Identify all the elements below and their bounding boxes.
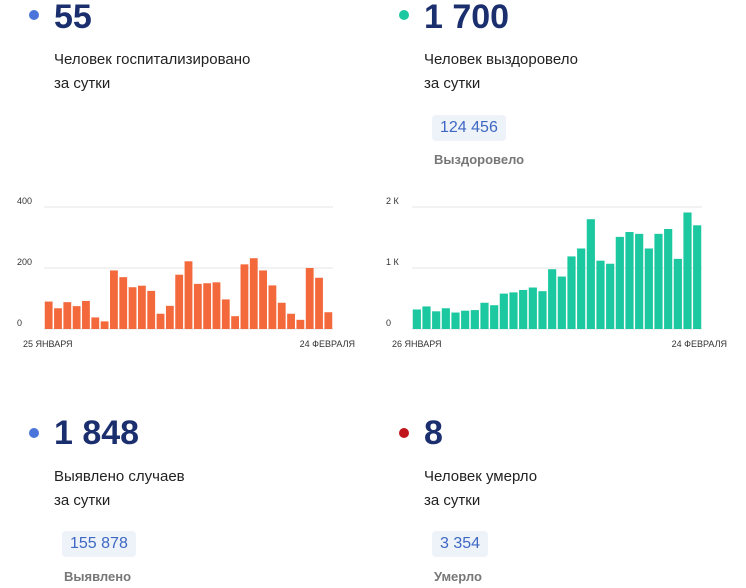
hospitalized-chart-bar — [156, 313, 165, 329]
recovered-total-badge: 124 456 — [432, 115, 506, 141]
deaths-value: 8 — [424, 414, 443, 452]
hospitalized-chart-bar — [259, 270, 267, 329]
recovered-description: Человек выздоровело за сутки — [424, 48, 578, 96]
hospitalized-chart-bar — [184, 261, 193, 329]
recovered-chart: 0 1 К 2 К 26 ЯНВАРЯ 24 ФЕВРАЛЯ — [386, 196, 727, 349]
hospitalized-chart-x-end-label: 24 ФЕВРАЛЯ — [300, 339, 355, 349]
cases-desc-line2: за сутки — [54, 492, 111, 509]
hospitalized-chart-bar — [287, 313, 295, 329]
recovered-chart-bar — [683, 212, 692, 329]
recovered-chart-bar — [567, 256, 576, 329]
cases-total-label: Выявлено — [64, 569, 132, 584]
hospitalized-chart-bar — [119, 277, 128, 329]
recovered-chart-x-start-label: 26 ЯНВАРЯ — [392, 339, 442, 349]
hospitalized-chart-bar — [82, 300, 90, 329]
recovered-chart-bar — [441, 308, 450, 329]
hospitalized-value: 55 — [54, 0, 92, 36]
recovered-chart-bar — [470, 310, 479, 329]
hospitalized-chart-bar — [165, 305, 174, 329]
hospitalized-chart-bar — [128, 287, 137, 329]
recovered-chart-bar — [664, 228, 673, 329]
recovered-chart-bar — [412, 309, 421, 329]
recovered-chart-bar — [519, 289, 528, 329]
hospitalized-chart-bar — [63, 302, 72, 329]
recovered-chart-x-end-label: 24 ФЕВРАЛЯ — [672, 339, 727, 349]
recovered-chart-bar — [548, 269, 557, 329]
deaths-desc-line2: за сутки — [424, 492, 481, 509]
hospitalized-chart-bar — [212, 282, 221, 329]
hospitalized-chart-bar — [91, 317, 100, 329]
recovered-chart-bar — [422, 306, 431, 329]
hospitalized-chart-bar — [100, 321, 109, 329]
hospitalized-chart-x-start-label: 25 ЯНВАРЯ — [23, 339, 73, 349]
hospitalized-chart-bar — [137, 285, 146, 329]
recovered-chart-bar — [644, 248, 653, 329]
hospitalized-chart-bar — [54, 308, 62, 329]
recovered-chart-bar — [625, 232, 634, 329]
recovered-chart-bar — [615, 236, 624, 329]
recovered-chart-bar — [451, 312, 460, 329]
hospitalized-dot — [29, 10, 39, 20]
recovered-chart-bar — [586, 219, 595, 329]
hospitalized-description: Человек госпитализировано за сутки — [54, 48, 250, 96]
hospitalized-chart-bar — [221, 299, 230, 329]
recovered-chart-bar — [509, 292, 518, 329]
hospitalized-chart-bar — [277, 302, 286, 329]
recovered-chart-bar — [693, 225, 702, 329]
hospitalized-chart-y-tick-label: 0 — [17, 318, 22, 328]
hospitalized-chart-bar — [72, 306, 81, 329]
recovered-chart-bar — [480, 302, 489, 329]
cases-value: 1 848 — [54, 414, 140, 452]
recovered-chart-bar — [538, 291, 547, 329]
hospitalized-chart-bar — [193, 283, 202, 329]
hospitalized-chart-bar — [147, 290, 156, 329]
hospitalized-chart: 0 200 400 25 ЯНВАРЯ 24 ФЕВРАЛЯ — [17, 196, 355, 349]
recovered-chart-bar — [461, 310, 470, 329]
deaths-dot — [399, 428, 409, 438]
recovered-chart-bar — [490, 305, 499, 329]
recovered-chart-bar — [606, 263, 615, 329]
recovered-value: 1 700 — [424, 0, 510, 36]
recovered-desc-line1: Человек выздоровело — [424, 51, 578, 68]
recovered-chart-y-tick-label: 0 — [386, 318, 391, 328]
hospitalized-chart-bar — [305, 268, 314, 329]
hospitalized-chart-bar — [44, 301, 53, 329]
hospitalized-chart-bar — [324, 312, 333, 329]
hospitalized-chart-bar — [175, 274, 184, 329]
hospitalized-chart-bar — [110, 270, 118, 329]
hospitalized-chart-y-tick-label: 400 — [17, 196, 32, 206]
recovered-desc-line2: за сутки — [424, 75, 481, 92]
recovered-dot — [399, 10, 409, 20]
deaths-total-badge: 3 354 — [432, 531, 489, 557]
cases-desc-line1: Выявлено случаев — [54, 468, 185, 485]
recovered-chart-bar — [577, 248, 586, 329]
hospitalized-chart-bar — [240, 264, 249, 329]
recovered-chart-bar — [528, 287, 537, 329]
hospitalized-desc-line1: Человек госпитализировано — [54, 51, 251, 68]
recovered-chart-y-tick-label: 1 К — [386, 257, 400, 267]
cases-description: Выявлено случаев за сутки — [54, 465, 185, 513]
recovered-total-label: Выздоровело — [434, 152, 525, 167]
recovered-chart-y-tick-label: 2 К — [386, 196, 400, 206]
deaths-description: Человек умерло за сутки — [424, 465, 537, 513]
cases-dot — [29, 428, 39, 438]
recovered-chart-bar — [673, 258, 682, 329]
recovered-chart-bar — [557, 276, 566, 329]
recovered-chart-bar — [499, 293, 508, 329]
hospitalized-chart-bar — [203, 283, 212, 329]
hospitalized-chart-bar — [315, 277, 323, 329]
hospitalized-desc-line2: за сутки — [54, 75, 111, 92]
hospitalized-chart-bar — [249, 258, 258, 329]
recovered-chart-bar — [596, 260, 605, 329]
deaths-total-label: Умерло — [434, 569, 482, 584]
recovered-chart-bar — [635, 233, 644, 329]
deaths-desc-line1: Человек умерло — [424, 468, 538, 485]
cases-total-badge: 155 878 — [62, 531, 136, 557]
hospitalized-chart-bar — [296, 319, 305, 329]
hospitalized-chart-bar — [268, 285, 277, 329]
recovered-chart-bar — [654, 233, 663, 329]
recovered-chart-bar — [432, 311, 441, 329]
hospitalized-chart-y-tick-label: 200 — [17, 257, 32, 267]
hospitalized-chart-bar — [231, 316, 240, 329]
